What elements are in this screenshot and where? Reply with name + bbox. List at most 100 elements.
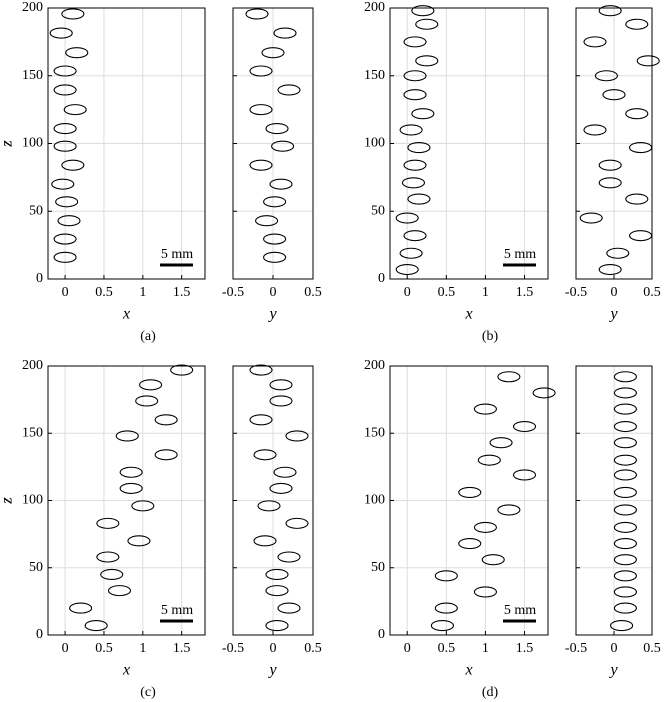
particle bbox=[269, 178, 293, 190]
particle bbox=[53, 233, 77, 245]
particle bbox=[265, 620, 289, 632]
particle bbox=[154, 414, 178, 426]
x-tick-label: 0 bbox=[62, 641, 69, 656]
particle bbox=[613, 554, 637, 566]
particle bbox=[119, 482, 143, 494]
particle bbox=[497, 371, 521, 383]
y-tick-label: 200 bbox=[22, 0, 43, 15]
particle bbox=[51, 178, 75, 190]
particle bbox=[96, 517, 120, 529]
particle bbox=[285, 430, 309, 442]
particle bbox=[532, 387, 556, 399]
plot-frame bbox=[232, 7, 314, 280]
particle bbox=[403, 36, 427, 48]
plot-frame bbox=[575, 7, 653, 280]
x-tick-label: 0.5 bbox=[438, 285, 456, 300]
particle bbox=[636, 55, 660, 67]
particle bbox=[415, 55, 439, 67]
panel-caption: (d) bbox=[482, 685, 499, 700]
y-tick-label: 200 bbox=[22, 358, 43, 373]
particle bbox=[403, 89, 427, 101]
particle bbox=[625, 18, 649, 30]
particle bbox=[598, 159, 622, 171]
y-tick-label: 50 bbox=[371, 203, 385, 218]
x-tick-label: 0.5 bbox=[643, 641, 661, 656]
particle bbox=[598, 177, 622, 189]
particle bbox=[434, 570, 458, 582]
particle bbox=[100, 568, 124, 581]
x-tick-label: 1.5 bbox=[516, 641, 534, 656]
y-tick-label: 200 bbox=[364, 358, 385, 373]
particle bbox=[602, 89, 626, 101]
y-tick-label: 0 bbox=[378, 627, 385, 642]
particle bbox=[119, 466, 143, 478]
particle bbox=[265, 568, 289, 581]
particle bbox=[613, 371, 637, 383]
x-axis-label: y bbox=[267, 306, 277, 323]
particle bbox=[115, 430, 139, 442]
x-tick-label: 0.5 bbox=[304, 641, 322, 656]
x-axis-label: x bbox=[122, 662, 130, 679]
x-tick-label: 0 bbox=[611, 285, 618, 300]
particle bbox=[265, 123, 289, 135]
particle bbox=[53, 84, 77, 96]
particle bbox=[613, 437, 637, 449]
particle bbox=[481, 554, 505, 566]
particle bbox=[277, 602, 301, 614]
particle bbox=[458, 486, 482, 498]
y-tick-label: 50 bbox=[29, 560, 43, 575]
scale-bar-label: 5 mm bbox=[161, 603, 193, 618]
plot-frame bbox=[47, 365, 206, 636]
x-tick-label: 0 bbox=[404, 641, 411, 656]
x-tick-label: 1.5 bbox=[173, 641, 191, 656]
particle bbox=[395, 212, 419, 224]
particle bbox=[63, 104, 87, 116]
x-tick-label: -0.5 bbox=[222, 641, 244, 656]
particle bbox=[49, 27, 73, 39]
particle bbox=[613, 570, 637, 582]
x-tick-label: 0.5 bbox=[643, 285, 661, 300]
particle bbox=[610, 620, 634, 632]
particle bbox=[613, 504, 637, 516]
x-tick-label: 0 bbox=[611, 641, 618, 656]
particle bbox=[512, 420, 537, 433]
particle bbox=[395, 263, 419, 276]
particle bbox=[84, 620, 108, 632]
scale-bar-label: 5 mm bbox=[504, 247, 536, 262]
particle bbox=[253, 449, 277, 461]
particle bbox=[403, 70, 427, 82]
x-tick-label: 1 bbox=[482, 641, 489, 656]
particle bbox=[594, 70, 618, 82]
x-tick-label: -0.5 bbox=[565, 641, 587, 656]
y-tick-label: 150 bbox=[364, 68, 385, 83]
y-tick-label: 150 bbox=[22, 425, 43, 440]
plot-frame bbox=[232, 365, 314, 636]
x-tick-label: 1 bbox=[139, 285, 146, 300]
particle bbox=[139, 379, 163, 391]
y-axis-label: z bbox=[0, 497, 16, 505]
plot-frame bbox=[389, 365, 549, 636]
particle bbox=[96, 551, 120, 563]
x-tick-label: 0 bbox=[270, 641, 277, 656]
x-tick-label: 1 bbox=[139, 641, 146, 656]
particle bbox=[583, 36, 607, 48]
particle bbox=[407, 193, 431, 205]
particle bbox=[249, 104, 273, 116]
y-tick-label: 0 bbox=[378, 271, 385, 286]
particle bbox=[613, 586, 637, 598]
particle bbox=[625, 108, 649, 120]
particle bbox=[583, 124, 607, 136]
x-tick-label: -0.5 bbox=[222, 285, 244, 300]
particle bbox=[613, 420, 637, 433]
y-tick-label: 200 bbox=[364, 0, 385, 15]
particle bbox=[613, 469, 637, 481]
particle bbox=[613, 521, 637, 533]
particle bbox=[613, 486, 637, 498]
particle bbox=[263, 251, 287, 263]
x-axis-label: x bbox=[464, 662, 472, 679]
particle bbox=[613, 602, 637, 614]
x-tick-label: -0.5 bbox=[565, 285, 587, 300]
particle bbox=[170, 364, 194, 376]
particle bbox=[512, 469, 537, 481]
